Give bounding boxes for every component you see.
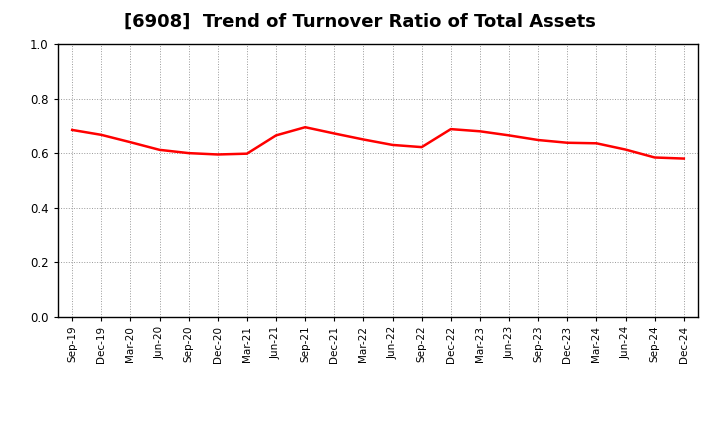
- Text: [6908]  Trend of Turnover Ratio of Total Assets: [6908] Trend of Turnover Ratio of Total …: [124, 13, 596, 31]
